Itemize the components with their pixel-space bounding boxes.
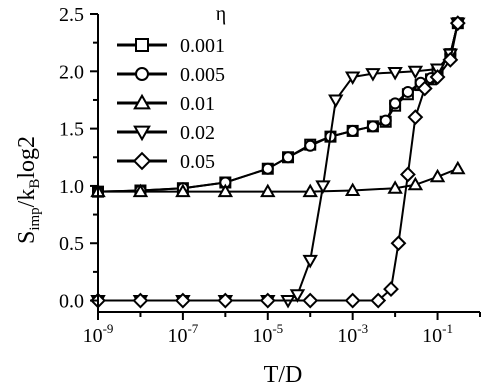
series-0.01	[90, 160, 466, 198]
x-tick-exponent: -7	[187, 321, 198, 336]
data-point	[370, 292, 387, 309]
legend-marker	[132, 151, 152, 171]
x-tick-base: 10	[252, 325, 272, 347]
x-tick-label: 10-5	[252, 321, 283, 347]
legend-label: 0.05	[180, 151, 215, 173]
data-point	[429, 69, 446, 85]
x-tick-exponent: -1	[442, 321, 453, 336]
data-point	[387, 180, 403, 194]
data-point	[282, 151, 295, 164]
x-tick-label: 10-7	[167, 321, 198, 347]
data-point	[132, 292, 149, 309]
x-tick-exponent: -5	[272, 321, 283, 336]
legend-marker	[135, 38, 149, 52]
axes: 10-910-710-510-310-11010.00.51.01.52.02.…	[59, 4, 481, 347]
data-point	[304, 139, 317, 152]
data-point	[390, 235, 407, 252]
legend-title: η	[216, 3, 226, 25]
data-point	[260, 183, 276, 198]
data-point	[365, 68, 381, 82]
plot-area	[90, 15, 466, 309]
data-point	[407, 109, 424, 126]
data-point	[344, 292, 361, 309]
data-point	[259, 292, 276, 309]
x-axis-title: T/D	[264, 362, 303, 388]
y-axis-title-sub2: B	[27, 179, 43, 189]
x-tick-base: 10	[337, 325, 357, 347]
legend-marker	[135, 67, 149, 81]
legend-entry: 0.05	[117, 151, 215, 173]
legend-entry: 0.01	[117, 93, 215, 115]
data-point	[399, 166, 416, 183]
x-tick-label: 10-1	[422, 321, 453, 347]
data-point	[315, 180, 331, 194]
series-line	[97, 22, 459, 193]
y-tick-label: 1.5	[59, 119, 84, 141]
legend-label: 0.01	[180, 93, 215, 115]
legend-entry: 0.02	[117, 122, 215, 144]
x-tick-label: 10-9	[83, 321, 114, 347]
legend-entry: 0.001	[117, 35, 225, 57]
data-point	[328, 94, 344, 108]
data-point	[302, 183, 318, 198]
x-tick-base: 10	[422, 325, 442, 347]
data-point	[416, 80, 433, 97]
data-point	[407, 65, 424, 80]
y-tick-label: 1.0	[59, 176, 84, 198]
data-point	[387, 66, 403, 81]
data-point	[401, 85, 414, 98]
data-point	[383, 281, 399, 297]
y-tick-label: 0.5	[59, 233, 84, 255]
data-point	[389, 97, 402, 110]
x-tick-exponent: -9	[103, 321, 114, 336]
x-tick-exponent: -3	[357, 321, 368, 336]
data-point	[175, 183, 191, 198]
y-tick-label: 2.0	[59, 61, 84, 83]
y-axis-title-sub1: imp	[27, 207, 43, 230]
legend-label: 0.005	[180, 64, 225, 86]
data-point	[132, 183, 149, 198]
legend-label: 0.001	[180, 35, 225, 57]
data-point	[346, 124, 359, 137]
data-point	[429, 168, 446, 183]
series-0.05	[90, 15, 466, 309]
data-point	[442, 51, 459, 68]
y-tick-label: 2.5	[59, 4, 84, 26]
data-point	[302, 292, 319, 309]
legend-label: 0.02	[180, 122, 215, 144]
data-point	[344, 182, 361, 197]
data-point	[289, 289, 306, 303]
data-point	[261, 162, 274, 175]
y-axis-title-tail: log2	[14, 136, 40, 179]
series-line	[97, 22, 459, 193]
data-point	[379, 114, 392, 127]
x-tick-base: 10	[83, 325, 103, 347]
legend-marker	[133, 93, 151, 110]
legend-entry: 0.005	[117, 64, 225, 86]
data-point	[407, 176, 424, 191]
data-point	[217, 292, 234, 309]
data-point	[344, 71, 361, 86]
y-axis-title: Simp/kBlog2	[14, 136, 43, 244]
x-tick-label: 10-3	[337, 321, 368, 347]
y-axis-title-mid: /k	[14, 189, 40, 208]
y-axis-title-main: S	[14, 231, 40, 244]
legend: η 0.001 0.005 0.01 0.02 0.05	[117, 3, 226, 173]
y-tick-label: 0.0	[59, 291, 84, 313]
data-point	[366, 120, 379, 133]
data-point	[449, 15, 466, 32]
x-tick-base: 10	[167, 325, 187, 347]
data-point	[302, 254, 318, 269]
data-point	[450, 160, 466, 175]
data-point	[174, 292, 191, 309]
series-line	[98, 22, 459, 302]
legend-marker	[133, 125, 151, 142]
data-point	[217, 183, 234, 198]
